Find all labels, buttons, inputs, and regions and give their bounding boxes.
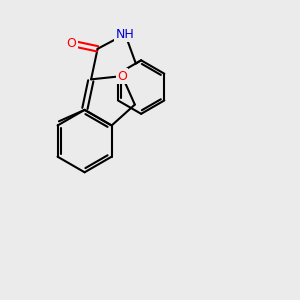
Text: NH: NH	[116, 28, 134, 41]
Text: O: O	[67, 37, 76, 50]
Text: O: O	[117, 70, 127, 83]
